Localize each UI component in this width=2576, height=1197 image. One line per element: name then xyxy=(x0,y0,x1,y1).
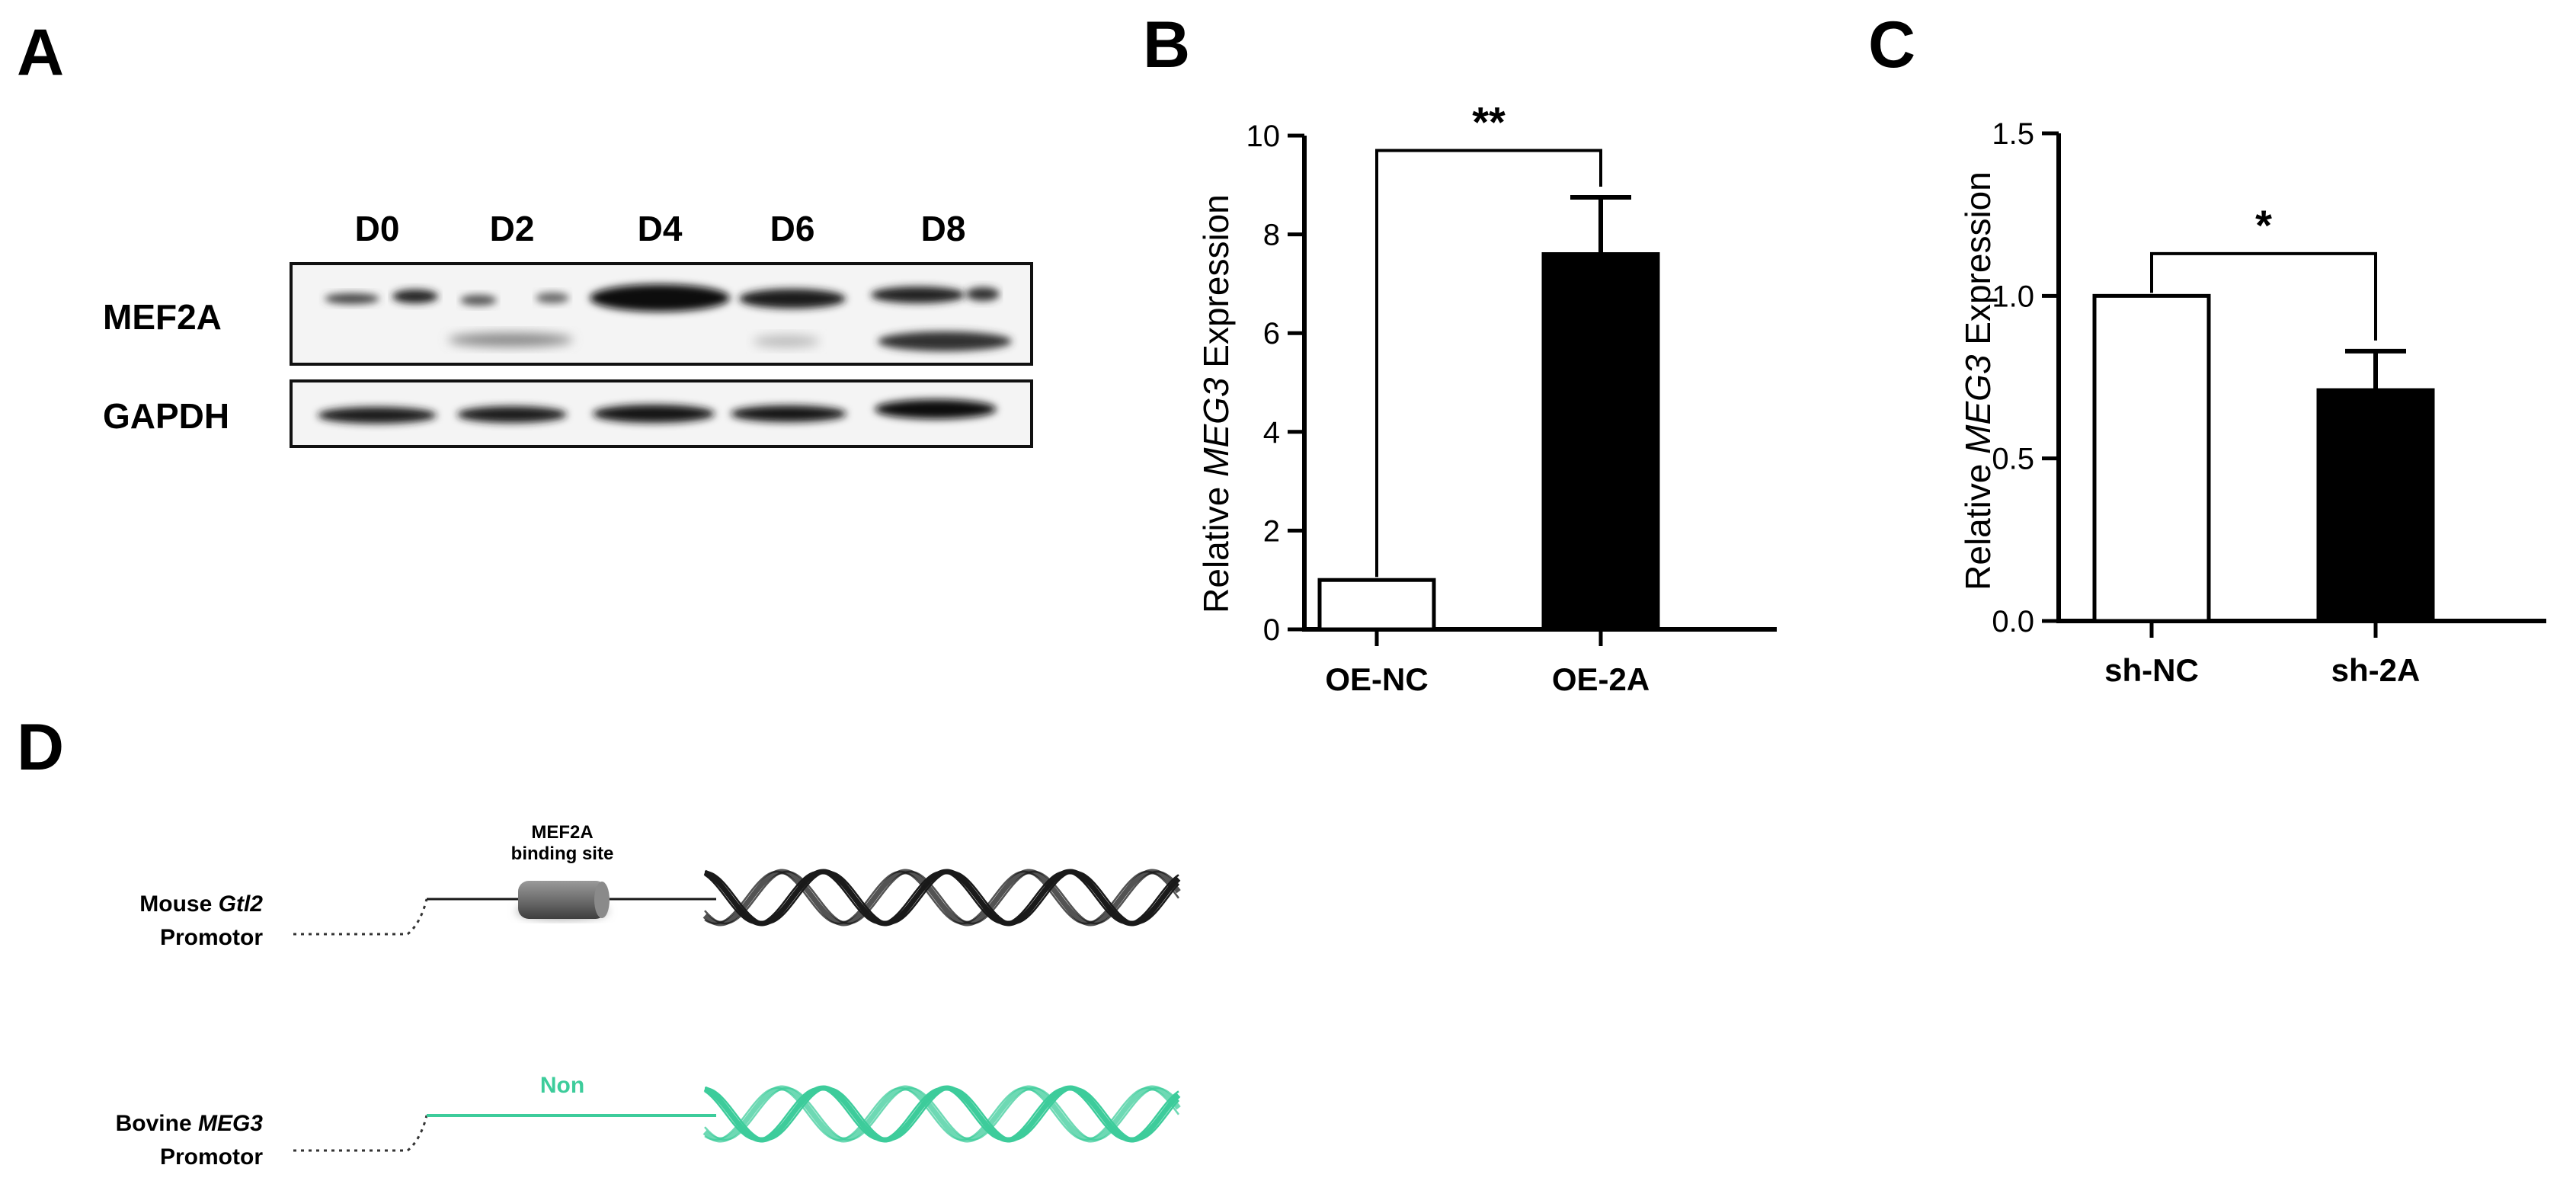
y-axis-label-pre: Relative xyxy=(1958,454,1998,590)
panel-label-a: A xyxy=(17,16,64,89)
panel-label-c: C xyxy=(1868,8,1915,82)
y-axis-label-post: Expression xyxy=(1196,194,1236,377)
y-axis: 0 2 4 6 8 10 xyxy=(1246,120,1777,647)
svg-text:Relative MEG3 Expression: Relative MEG3 Expression xyxy=(1958,171,1998,590)
x-axis: sh-NC sh-2A xyxy=(2104,621,2420,688)
lane-label-d6: D6 xyxy=(770,209,815,248)
bars: ** xyxy=(1317,98,1660,632)
bar-sh-nc xyxy=(2092,293,2211,623)
no-binding-site-label: Non xyxy=(540,1073,584,1098)
x-tick-label: sh-NC xyxy=(2104,652,2199,688)
binding-site-cylinder xyxy=(518,881,606,919)
dna-strand xyxy=(702,1085,1181,1143)
gapdh-bands xyxy=(318,399,997,424)
y-tick-label: 0.5 xyxy=(1992,443,2034,476)
x-axis: OE-NC OE-2A xyxy=(1325,629,1650,697)
dna-strand xyxy=(704,870,1179,925)
dna-strand xyxy=(704,870,1179,925)
mouse-dna-helix xyxy=(702,869,1181,927)
dna-strand xyxy=(704,1087,1179,1141)
mouse-promoter-dotted-connector xyxy=(293,898,428,936)
y-axis-label: Relative MEG3 Expression xyxy=(1958,171,1998,590)
y-tick-label: 8 xyxy=(1263,219,1280,252)
mouse-promoter-label-line2: Promotor xyxy=(160,925,263,950)
bar-oe-2a xyxy=(1541,252,1660,632)
significance-bracket xyxy=(2150,251,2377,341)
western-blot: D0 D2 D4 D6 D8 MEF2A GAPDH xyxy=(103,209,1033,448)
bovine-promoter-label-line2: Promotor xyxy=(160,1144,263,1170)
mouse-promoter-label: Mouse Gtl2 xyxy=(139,891,263,917)
binding-site-cylinder-cap xyxy=(594,882,610,918)
y-tick-label: 0.0 xyxy=(1992,605,2034,639)
y-tick-label: 4 xyxy=(1263,416,1280,450)
lane-label-d0: D0 xyxy=(355,209,400,248)
dna-strand xyxy=(702,869,1181,927)
significance-bracket xyxy=(1375,149,1602,578)
chart-c: Relative MEG3 Expression 0.00.51.01.5 * … xyxy=(1958,117,2546,688)
y-tick-label: 1.0 xyxy=(1992,280,2034,313)
lane-label-d8: D8 xyxy=(921,209,966,248)
binding-site-label: MEF2A xyxy=(531,822,593,843)
bar-oe-nc xyxy=(1317,578,1436,632)
svg-text:Relative MEG3 Expression: Relative MEG3 Expression xyxy=(1196,194,1236,613)
x-tick-label: sh-2A xyxy=(2331,652,2421,688)
y-axis-label-gene: MEG3 xyxy=(1958,354,1998,454)
y-axis-label: Relative MEG3 Expression xyxy=(1196,194,1236,613)
bars: * xyxy=(2092,201,2435,623)
mef2a-bands xyxy=(325,284,1012,351)
bovine-promoter-dotted-connector xyxy=(293,1115,428,1152)
panel-label-d: D xyxy=(17,711,64,784)
binding-site-label-line2: binding site xyxy=(511,843,614,864)
protein-label-gapdh: GAPDH xyxy=(103,396,229,436)
y-tick-label: 6 xyxy=(1263,317,1280,350)
dna-strand xyxy=(704,1087,1179,1141)
panel-label-b: B xyxy=(1143,8,1190,82)
chart-b: Relative MEG3 Expression 0 2 4 6 8 10 ** OE-N… xyxy=(1196,98,1777,697)
protein-label-mef2a: MEF2A xyxy=(103,297,222,337)
bovine-promoter-label: Bovine MEG3 xyxy=(116,1111,264,1136)
bovine-dna-helix xyxy=(702,1085,1181,1143)
y-axis: 0.0 0.5 1.0 1.5 xyxy=(1992,117,2546,639)
significance-marker: ** xyxy=(1472,98,1506,146)
lane-label-d2: D2 xyxy=(490,209,535,248)
y-tick-label: 2 xyxy=(1263,514,1280,548)
lane-label-d4: D4 xyxy=(638,209,683,248)
y-tick-label: 0 xyxy=(1263,613,1280,647)
y-tick-label: 10 xyxy=(1246,120,1281,153)
y-tick-label: 1.5 xyxy=(1992,117,2034,151)
bar-sh-2a xyxy=(2316,388,2435,623)
significance-marker: * xyxy=(2255,201,2272,249)
y-axis-label-post: Expression xyxy=(1958,171,1998,354)
promoter-diagram: Mouse Gtl2 Promotor MEF2A binding site B… xyxy=(116,822,1181,1170)
x-tick-label: OE-NC xyxy=(1325,661,1428,697)
y-axis-label-pre: Relative xyxy=(1196,477,1236,613)
y-axis-label-gene: MEG3 xyxy=(1196,377,1236,477)
x-tick-label: OE-2A xyxy=(1552,661,1650,697)
